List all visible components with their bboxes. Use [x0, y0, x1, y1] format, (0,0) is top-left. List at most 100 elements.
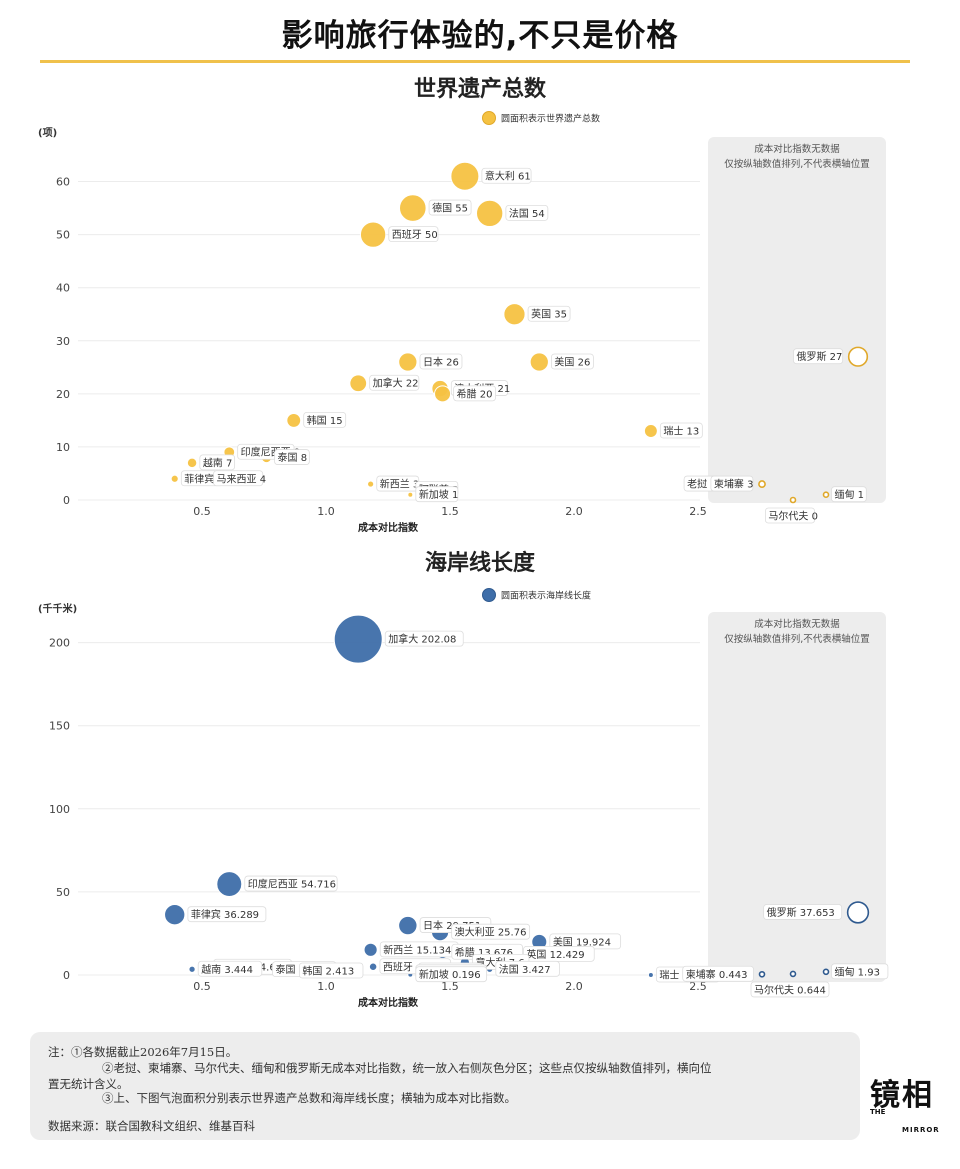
chart1-xtick-1.5: 1.5 — [441, 505, 459, 518]
chart1-nodata-label-e4bf84e7bd97e696af: 俄罗斯 27 — [796, 350, 842, 363]
chart2-bubble-e58db0e5baa6e5b0bce8a5bfe4ba9a — [216, 871, 243, 898]
chart1-bubble-e88bb1e59bbd — [503, 303, 526, 326]
logo-cn: 镜相 — [870, 1078, 934, 1113]
chart1-nodata-label-e69face59f94e5afa8: 柬埔寨 3 — [714, 478, 754, 491]
chart2-panel-title: 成本对比指数无数据 — [754, 618, 840, 630]
chart2-label-e7be8ee59bbd: 美国 19.924 — [553, 935, 611, 948]
chart2-nodata-bubble-e69face59f94e5afa8 — [758, 970, 766, 978]
chart2-label-box-e6beb3e5a4a7e588a9e4ba9a — [451, 923, 531, 940]
chart1-label-box-e5beb7e59bbd — [428, 199, 472, 216]
chart1-ytick-30: 30 — [56, 335, 70, 348]
chart1-label-box-e7919ee5a3ab — [659, 422, 703, 439]
chart1-legend-text: 圆面积表示世界遗产总数 — [501, 113, 600, 125]
chart2-panel-subtitle: 仅按纵轴数值排列,不代表横轴位置 — [724, 633, 870, 645]
chart2-label-box-e58aa0e68bbfe5a4a7 — [384, 630, 464, 647]
chart2-label-e7919ee5a3ab: 瑞士 0 — [659, 969, 689, 982]
chart2-xtick-1.0: 1.0 — [317, 980, 335, 993]
chart1-label-box-e6b395e59bbd — [505, 204, 549, 221]
chart1-nodata-label-box-e4bf84e7bd97e696af — [793, 348, 844, 365]
chart2-ytick-200: 200 — [49, 637, 70, 650]
chart2-bubble-e58aa0e68bbfe5a4a7 — [333, 614, 383, 664]
chart1-label-box-e99fa9e59bbd — [303, 411, 347, 428]
chart1-bubble-e6b395e59bbd — [476, 199, 504, 228]
chart1-label-box-e9a9ace69da5e8a5bfe4ba9a — [213, 470, 264, 487]
note-2-cont: 置无统计含义。 — [48, 1077, 129, 1091]
chart2-label-box-e8b68ae58d97 — [197, 960, 263, 977]
chart1-label-e7919ee5a3ab: 瑞士 13 — [663, 425, 699, 438]
chart1-bubble-e8b68ae58d97 — [186, 457, 198, 469]
chart2-bubble-e7919ee5a3ab — [647, 972, 654, 978]
chart1-label-e697a5e69cac: 日本 26 — [423, 356, 459, 369]
chart1-label-box-e6848fe5a4a7e588a9 — [481, 167, 532, 184]
chart2-nodata-label-box-e69face59f94e5afa8 — [682, 965, 754, 982]
note-3: ③上、下图气泡面积分别表示世界遗产总数和海岸线长度；横轴为成本对比指数。 — [102, 1091, 516, 1105]
chart1-bubble-e8a5bfe78fade78999 — [359, 221, 387, 248]
chart2-label-e696b0e8a5bfe585b0: 新西兰 15.134 — [383, 943, 451, 956]
chart2-nodata-bubble-e9a9ace5b094e4bba3e5a4ab — [789, 970, 797, 978]
chart1-panel-title: 成本对比指数无数据 — [754, 143, 840, 155]
chart2-bubble-e88fb2e5be8be5aebe — [164, 904, 186, 926]
chart2-ytick-150: 150 — [49, 720, 70, 733]
chart1-nodata-bubble-e69face59f94e5afa8 — [758, 480, 766, 488]
notes-panel: 注：①各数据截止2026年7月15日。 ②老挝、柬埔寨、马尔代夫、缅甸和俄罗斯无… — [30, 1032, 860, 1140]
chart1-label-box-e7be8ee59bbd — [551, 353, 594, 370]
chart2-nodata-bubble-e4bf84e7bd97e696af — [846, 901, 870, 924]
chart2-label-box-e88fb2e5be8be5aebe — [187, 906, 267, 923]
chart2-label-e88bb1e59bbd: 英国 12.429 — [526, 948, 584, 961]
chart2-xtick-2.5: 2.5 — [689, 980, 707, 993]
chart2-nodata-panel — [708, 612, 886, 982]
chart2-ytick-0: 0 — [63, 969, 70, 982]
chart1-bubble-e88fb2e5be8be5aebe — [170, 474, 179, 483]
chart2-label-e696b0e58aa0e59da1: 新加坡 0.196 — [419, 968, 481, 981]
chart1-bubble-e99fa9e59bbd — [286, 412, 302, 428]
chart1-nodata-label-box-e69face59f94e5afa8 — [710, 475, 754, 492]
chart1-nodata-label-e7bc85e794b8: 缅甸 1 — [835, 488, 865, 501]
chart2-nodata-label-box-e9a9ace5b094e4bba3e5a4ab — [750, 981, 830, 998]
data-source: 数据来源：联合国教科文组织、维基百科 — [48, 1119, 255, 1133]
chart1-bubble-e696b0e58aa0e59da1 — [407, 491, 414, 498]
chart2-label-e88fb2e5be8be5aebe: 菲律宾 36.289 — [191, 908, 259, 921]
chart2-label-e6beb3e5a4a7e588a9e4ba9a: 澳大利亚 25.76 — [455, 926, 527, 939]
chart2-ytick-50: 50 — [56, 886, 70, 899]
chart1-bubble-e58aa0e68bbfe5a4a7 — [349, 374, 368, 393]
chart2-nodata-label-e4bf84e7bd97e696af: 俄罗斯 37.653 — [767, 906, 835, 919]
chart2-legend-marker — [482, 588, 496, 602]
chart1-label-box-e5b88ce8858a — [453, 385, 496, 402]
chart2-xtick-0.5: 0.5 — [193, 980, 211, 993]
chart1-label-box-e58aa0e68bbfe5a4a7 — [369, 374, 420, 391]
chart2-bubble-e696b0e8a5bfe585b0 — [363, 942, 378, 957]
chart1-y-unit: (项) — [38, 127, 57, 139]
brand-logo: 镜相 THE MIRROR — [866, 1070, 950, 1154]
chart1-nodata-panel — [708, 137, 886, 503]
chart1-bubble-e7919ee5a3ab — [643, 424, 658, 438]
note-1: 注：①各数据截止2026年7月15日。 — [48, 1045, 238, 1059]
chart1-label-box-e6b3b0e59bbd — [274, 449, 310, 465]
chart2-label-e8b68ae58d97: 越南 3.444 — [201, 963, 253, 976]
chart2-nodata-label-e69face59f94e5afa8: 柬埔寨 0.443 — [686, 968, 748, 981]
title-rule — [40, 60, 910, 63]
chart1-ytick-10: 10 — [56, 441, 70, 454]
chart2-nodata-label-box-e7bc85e794b8 — [831, 963, 889, 980]
chart2-nodata-label-e9a9ace5b094e4bba3e5a4ab: 马尔代夫 0.644 — [754, 983, 826, 996]
chart1-label-box-e696b0e58aa0e59da1 — [415, 486, 459, 503]
chart2-label-e6b395e59bbd: 法国 3.427 — [499, 963, 551, 976]
logo-en-2: MIRROR — [902, 1126, 940, 1134]
chart2-bubble-e8b68ae58d97 — [188, 965, 196, 973]
chart1-label-box-e88bb1e59bbd — [527, 305, 571, 322]
chart1-label-e5beb7e59bbd: 德国 55 — [432, 202, 468, 215]
chart2-label-box-e6b395e59bbd — [495, 960, 560, 977]
chart2-label-box-e58db0e5baa6e5b0bce8a5bfe4ba9a — [244, 875, 338, 892]
chart1-xtick-0.5: 0.5 — [193, 505, 211, 518]
chart1-label-e99fa9e59bbd: 韩国 15 — [307, 414, 343, 427]
chart1-nodata-label-e88081e68c9d: 老挝 3 — [687, 478, 717, 491]
chart1-label-e6b3b0e59bbd: 泰国 8 — [278, 451, 308, 464]
chart2-nodata-label-box-e4bf84e7bd97e696af — [763, 904, 843, 920]
chart1-bubble-e7be8ee59bbd — [529, 352, 549, 372]
page-title: 影响旅行体验的,不只是价格 — [281, 18, 679, 54]
chart2-label-box-e696b0e58aa0e59da1 — [415, 966, 488, 983]
chart1-label-e88bb1e59bbd: 英国 35 — [531, 308, 567, 321]
chart1-ytick-0: 0 — [63, 494, 70, 507]
chart1-ytick-40: 40 — [56, 282, 70, 295]
chart1-label-e6b395e59bbd: 法国 54 — [509, 207, 545, 220]
note-2: ②老挝、柬埔寨、马尔代夫、缅甸和俄罗斯无成本对比指数，统一放入右侧灰色分区；这些… — [102, 1061, 712, 1075]
